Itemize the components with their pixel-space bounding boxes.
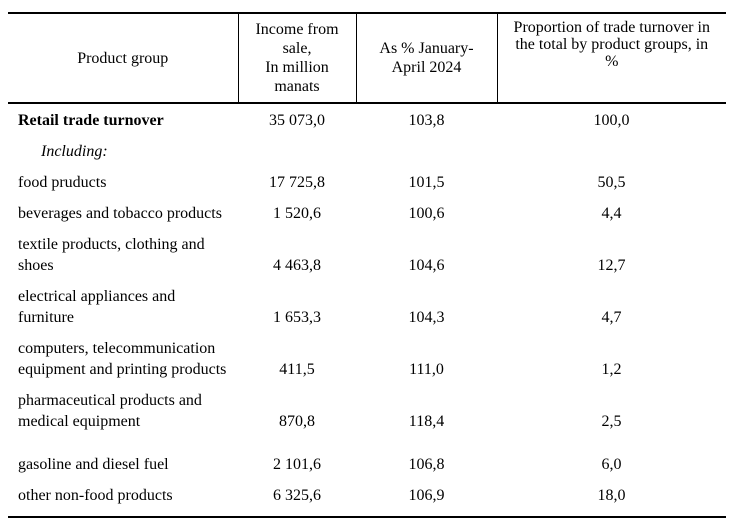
product-name-cell: computers, telecommunication equipment a… <box>18 340 227 378</box>
proportion-cell: 4,7 <box>601 309 622 326</box>
product-name-cell: Including: <box>41 143 108 160</box>
percent-cell: 101,5 <box>408 174 445 191</box>
table-row-textile-clothing-shoes: textile products, clothing and shoes 4 4… <box>8 234 726 286</box>
percent-cell: 100,6 <box>408 205 445 222</box>
income-cell: 6 325,6 <box>273 487 321 504</box>
product-name-cell: beverages and tobacco products <box>18 205 222 222</box>
proportion-cell: 18,0 <box>597 487 626 504</box>
percent-cell: 118,4 <box>408 413 445 430</box>
column-header-proportion: Proportion of trade turnover in the tota… <box>497 13 726 104</box>
proportion-cell: 2,5 <box>601 413 622 430</box>
percent-cell: 106,8 <box>408 456 445 473</box>
proportion-cell: 1,2 <box>601 361 622 378</box>
product-name-cell: Retail trade turnover <box>18 112 164 129</box>
table-row-pharmaceutical-medical: pharmaceutical products and medical equi… <box>8 390 726 442</box>
income-cell: 870,8 <box>279 413 315 430</box>
income-cell: 17 725,8 <box>269 174 325 191</box>
table-row-computers-telecom-printing: computers, telecommunication equipment a… <box>8 338 726 390</box>
income-cell: 411,5 <box>279 361 315 378</box>
product-name-cell: pharmaceutical products and medical equi… <box>18 392 202 430</box>
income-cell: 2 101,6 <box>273 456 321 473</box>
column-header-income-from-sale: Income from sale, In million manats <box>238 13 357 104</box>
column-header-as-percent: As % January- April 2024 <box>356 13 498 104</box>
retail-trade-table: Product group Income from sale, In milli… <box>8 12 726 518</box>
proportion-cell: 100,0 <box>593 112 630 129</box>
income-cell: 4 463,8 <box>273 257 321 274</box>
percent-cell: 106,9 <box>408 487 445 504</box>
income-cell: 1 520,6 <box>273 205 321 222</box>
proportion-cell: 4,4 <box>601 205 622 222</box>
table-row-other-non-food: other non-food products 6 325,6 106,9 18… <box>8 485 726 517</box>
table-row-beverages-tobacco: beverages and tobacco products 1 520,6 1… <box>8 203 726 234</box>
percent-cell: 103,8 <box>408 112 445 129</box>
table-row-gasoline-diesel: gasoline and diesel fuel 2 101,6 106,8 6… <box>8 442 726 485</box>
table-body: Retail trade turnover 35 073,0 103,8 100… <box>8 103 726 517</box>
income-cell: 1 653,3 <box>273 309 321 326</box>
income-cell: 35 073,0 <box>269 112 325 129</box>
table-header: Product group Income from sale, In milli… <box>8 13 726 104</box>
table-row-food-products: food pruducts 17 725,8 101,5 50,5 <box>8 172 726 203</box>
percent-cell: 104,3 <box>408 309 445 326</box>
proportion-cell: 6,0 <box>601 456 622 473</box>
header-row: Product group Income from sale, In milli… <box>8 13 726 104</box>
income-cell <box>238 141 356 172</box>
product-name-cell: electrical appliances and furniture <box>18 288 176 326</box>
product-name-cell: food pruducts <box>18 174 107 191</box>
percent-cell <box>356 141 497 172</box>
product-name-cell: textile products, clothing and shoes <box>18 236 205 274</box>
proportion-cell: 12,7 <box>597 257 626 274</box>
proportion-cell: 50,5 <box>597 174 626 191</box>
proportion-cell <box>497 141 726 172</box>
table-row-electrical-appliances-furniture: electrical appliances and furniture 1 65… <box>8 286 726 338</box>
percent-cell: 111,0 <box>409 361 444 378</box>
column-header-product-group: Product group <box>8 13 239 104</box>
table-row-including: Including: <box>8 141 726 172</box>
product-name-cell: other non-food products <box>18 487 173 504</box>
percent-cell: 104,6 <box>408 257 445 274</box>
product-name-cell: gasoline and diesel fuel <box>18 456 169 473</box>
table-row-retail-trade-turnover: Retail trade turnover 35 073,0 103,8 100… <box>8 103 726 141</box>
